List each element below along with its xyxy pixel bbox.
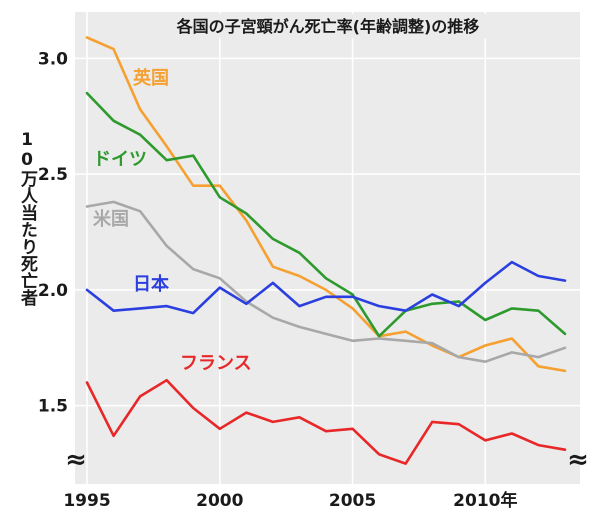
axes: 1995 2000 2005 2010年 1.5 2.0 2.5 3.0 <box>38 49 518 511</box>
series-line-0 <box>85 36 567 373</box>
series-line-4 <box>85 378 567 465</box>
x-tick-label: 1995 <box>63 491 110 511</box>
axis-break-right: ≈ <box>567 445 589 475</box>
title-background <box>108 14 548 38</box>
y-axis-label: 10万人当たり死亡者 <box>17 130 39 307</box>
x-tick-label: 2000 <box>196 491 243 511</box>
series-label-2: 米国 <box>93 208 129 230</box>
y-tick-label: 3.0 <box>38 49 68 69</box>
series-line-3 <box>85 260 567 315</box>
y-tick-label: 2.0 <box>38 281 68 301</box>
series-label-0: 英国 <box>132 67 169 89</box>
chart-title: 各国の子宮頸がん死亡率(年齢調整)の推移 <box>176 17 480 36</box>
series-label-3: 日本 <box>133 273 169 295</box>
series-label-1: ドイツ <box>93 149 147 170</box>
series-lines <box>85 36 567 465</box>
y-tick-label: 2.5 <box>38 165 68 185</box>
series-line-1 <box>85 91 567 338</box>
x-tick-label: 2005 <box>329 491 376 511</box>
series-label-4: フランス <box>180 353 252 374</box>
x-tick-label: 2010年 <box>453 490 517 511</box>
axis-break-left: ≈ <box>65 445 87 475</box>
y-tick-label: 1.5 <box>38 397 68 417</box>
series-line-2 <box>85 200 567 364</box>
